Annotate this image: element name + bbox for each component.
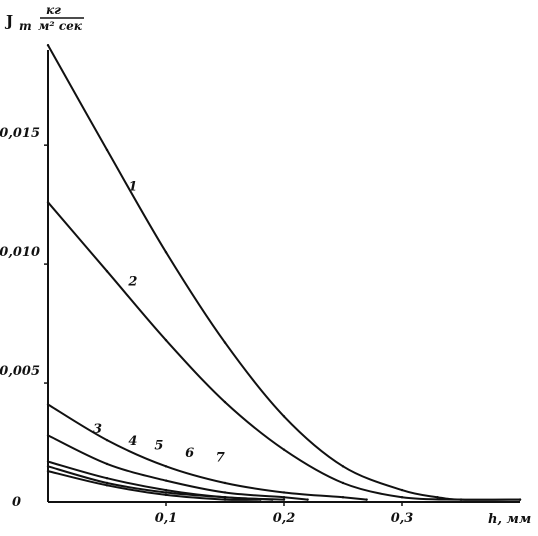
- data-point: [46, 465, 50, 468]
- data-point: [46, 403, 50, 406]
- y-axis-unit-denominator: м² сек: [38, 19, 83, 33]
- data-point: [105, 462, 109, 466]
- data-point: [459, 498, 463, 501]
- data-point: [223, 341, 227, 344]
- data-point: [46, 201, 50, 204]
- series-line-4: [47, 434, 309, 501]
- data-point: [282, 491, 286, 494]
- data-point: [164, 465, 168, 468]
- data-point: [259, 498, 262, 501]
- data-point: [46, 469, 50, 473]
- data-point: [164, 493, 168, 497]
- data-point: [223, 498, 227, 501]
- y-tick-label: 0,015: [0, 126, 40, 141]
- data-point: [105, 477, 109, 480]
- data-point: [282, 496, 286, 499]
- x-tick-label: 0,2: [273, 511, 296, 526]
- x-tick-label: 0,3: [391, 511, 414, 526]
- data-point: [164, 251, 168, 254]
- series-label-4: 4: [128, 434, 137, 449]
- data-point: [223, 491, 227, 494]
- axes: [47, 50, 520, 503]
- data-point: [282, 498, 286, 501]
- series-label-6: 6: [185, 446, 194, 461]
- ticks: 0,1 0,2 0,3 0 0,005 0,010 0,015: [0, 126, 413, 526]
- series-line-2: [47, 201, 521, 501]
- data-point: [400, 488, 404, 492]
- data-point: [223, 400, 227, 404]
- data-point: [164, 491, 168, 494]
- data-point: [223, 496, 227, 499]
- series-label-2: 2: [127, 275, 137, 290]
- series-line-3: [47, 403, 368, 501]
- data-point: [400, 496, 404, 499]
- data-point: [164, 339, 168, 342]
- y-axis-title: J т кг м² сек: [4, 3, 84, 33]
- series-label-3: 3: [93, 422, 102, 437]
- curves: [46, 44, 522, 501]
- data-point: [46, 434, 50, 437]
- data-point: [164, 479, 168, 482]
- data-point: [341, 496, 345, 499]
- data-point: [105, 148, 109, 152]
- data-point: [306, 498, 309, 501]
- y-tick-label: 0: [12, 495, 21, 510]
- y-tick-label: 0,010: [0, 245, 40, 260]
- data-point: [282, 415, 286, 418]
- series-label-5: 5: [154, 439, 163, 454]
- data-point: [518, 498, 522, 501]
- data-point: [341, 481, 345, 485]
- y-tick-label: 0,005: [0, 364, 40, 379]
- data-point: [282, 448, 286, 451]
- data-point: [365, 498, 368, 501]
- x-axis-title: h, мм: [488, 512, 531, 527]
- data-point: [105, 438, 109, 442]
- data-point: [436, 496, 439, 499]
- data-point: [271, 498, 274, 501]
- data-point: [105, 481, 109, 485]
- curve-labels: 1 2 3 4 5 6 7: [93, 179, 225, 465]
- series-label-1: 1: [128, 179, 137, 194]
- x-tick-label: 0,1: [155, 511, 178, 526]
- y-axis-subscript: т: [19, 19, 32, 33]
- y-axis-symbol: J: [4, 12, 13, 30]
- data-point: [223, 481, 227, 485]
- data-point: [105, 270, 109, 273]
- data-point: [164, 488, 168, 492]
- data-point: [46, 460, 50, 463]
- data-point: [105, 484, 109, 487]
- data-point: [341, 465, 345, 468]
- y-axis-unit-numerator: кг: [46, 3, 61, 17]
- series-line-1: [47, 44, 521, 501]
- series-label-7: 7: [216, 451, 225, 466]
- data-point: [46, 44, 50, 47]
